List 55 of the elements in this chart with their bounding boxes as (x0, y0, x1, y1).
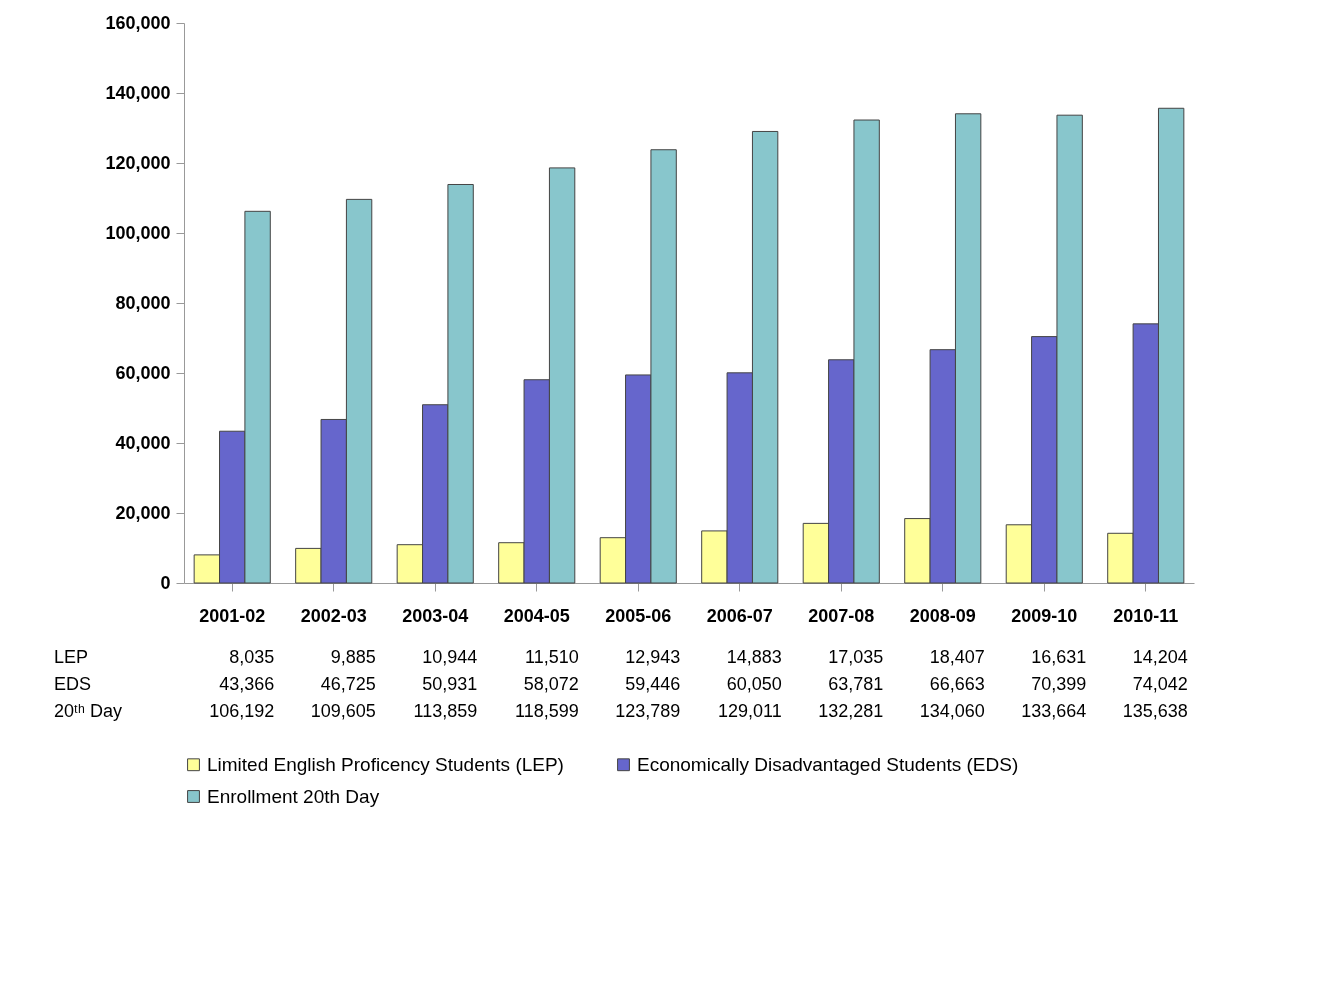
x-tick-label: 2008-09 (909, 605, 976, 626)
data-label: 133,664 (1021, 701, 1087, 721)
data-label: 60,050 (726, 674, 782, 694)
legend-label: Economically Disadvantaged Students (EDS) (637, 753, 1019, 775)
data-label: 129,011 (718, 701, 782, 721)
text: EDS (54, 674, 92, 694)
data-label: 18,407 (929, 647, 985, 667)
data-label: 50,931 (422, 674, 478, 694)
y-tick-label: 0 (160, 572, 171, 593)
y-tick-label: 140,000 (105, 82, 171, 103)
legend-label: Limited English Proficency Students (LEP) (207, 753, 564, 775)
data-label: 14,883 (726, 647, 782, 667)
data-label: 106,192 (209, 701, 275, 721)
y-tick-label: 120,000 (105, 152, 171, 173)
data-label: 123,789 (615, 701, 681, 721)
data-label: 46,725 (320, 674, 376, 694)
data-label: 70,399 (1031, 674, 1087, 694)
x-tick-label: 2010-11 (1113, 605, 1179, 626)
x-tick-label: 2001-02 (199, 605, 266, 626)
data-label: 66,663 (929, 674, 985, 694)
data-label: 63,781 (828, 674, 884, 694)
data-label: 135,638 (1122, 701, 1188, 721)
y-tick-label: 100,000 (105, 222, 171, 243)
data-label: 16,631 (1031, 647, 1087, 667)
y-tick-label: 20,000 (115, 502, 171, 523)
data-label: 10,944 (422, 647, 478, 667)
data-label: 11,510 (525, 647, 579, 667)
data-label: 17,035 (828, 647, 884, 667)
y-tick-label: 40,000 (115, 432, 171, 453)
data-label: 9,885 (330, 647, 376, 667)
data-label: 43,366 (219, 674, 275, 694)
x-tick-label: 2009-10 (1011, 605, 1078, 626)
y-tick-label: 60,000 (115, 362, 171, 383)
x-tick-label: 2002-03 (300, 605, 367, 626)
data-label: 12,943 (625, 647, 681, 667)
text: 20ᵗʰ Day (54, 701, 122, 721)
data-label: 8,035 (229, 647, 275, 667)
y-tick-label: 80,000 (115, 292, 171, 313)
data-label: 109,605 (310, 701, 376, 721)
legend-label: Enrollment 20th Day (207, 785, 380, 807)
data-label: 14,204 (1132, 647, 1188, 667)
data-label: 118,599 (515, 701, 579, 721)
data-label: 113,859 (413, 701, 478, 721)
data-label: 59,446 (625, 674, 681, 694)
data-label: 134,060 (919, 701, 985, 721)
data-label: 58,072 (523, 674, 579, 694)
text: LEP (54, 647, 89, 667)
x-tick-label: 2006-07 (706, 605, 773, 626)
x-tick-label: 2003-04 (402, 605, 469, 626)
y-tick-label: 160,000 (105, 12, 171, 33)
data-label: 74,042 (1132, 674, 1188, 694)
x-tick-label: 2004-05 (503, 605, 570, 626)
data-label: 132,281 (818, 701, 884, 721)
x-tick-label: 2007-08 (808, 605, 875, 626)
x-tick-label: 2005-06 (605, 605, 672, 626)
